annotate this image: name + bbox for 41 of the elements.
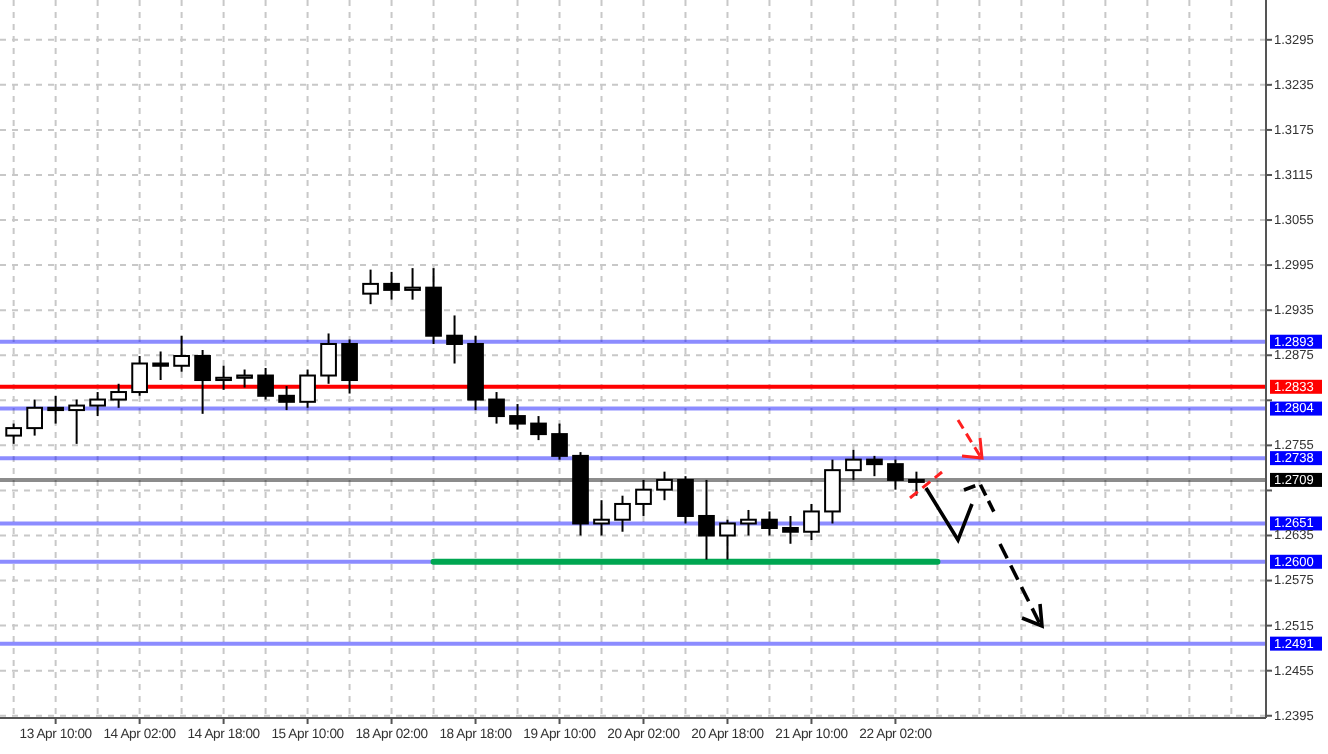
candlestick: [131, 355, 148, 397]
candlestick: [383, 270, 400, 301]
candlestick: [530, 415, 547, 442]
candlestick: [26, 398, 43, 437]
candlestick: [299, 368, 316, 409]
candlestick: [866, 454, 883, 478]
candlestick: [89, 391, 106, 418]
candlestick: [509, 403, 526, 431]
candlestick: [173, 334, 190, 373]
candlestick: [236, 368, 253, 389]
candlestick: [845, 448, 862, 481]
candlestick: [782, 514, 799, 545]
candlestick: [5, 422, 22, 445]
candlestick: [47, 394, 64, 425]
candlestick: [803, 502, 820, 541]
candlestick: [257, 367, 274, 401]
candlestick: [740, 508, 757, 537]
candlestick: [215, 364, 232, 391]
candlestick: [761, 510, 778, 537]
candlestick: [656, 470, 673, 502]
candlestick: [341, 338, 358, 395]
candlestick: [278, 385, 295, 412]
candlestick: [404, 267, 421, 301]
candlestick: [320, 332, 337, 385]
candlestick: [194, 348, 211, 415]
candlestick: [152, 350, 169, 382]
candlestick: [887, 458, 904, 491]
candlestick: [110, 382, 127, 409]
candlestick: [719, 518, 736, 561]
candlestick: [614, 494, 631, 533]
candlestick: [635, 478, 652, 517]
candlestick: [446, 314, 463, 365]
candlestick: [68, 398, 85, 445]
candlestick: [362, 268, 379, 306]
candlestick: [824, 458, 841, 525]
candlestick: [551, 422, 568, 461]
candlestick: [677, 475, 694, 525]
candlestick: [593, 499, 610, 537]
candlestick: [698, 478, 715, 561]
candlestick: [908, 470, 925, 497]
candlestick: [488, 391, 505, 425]
